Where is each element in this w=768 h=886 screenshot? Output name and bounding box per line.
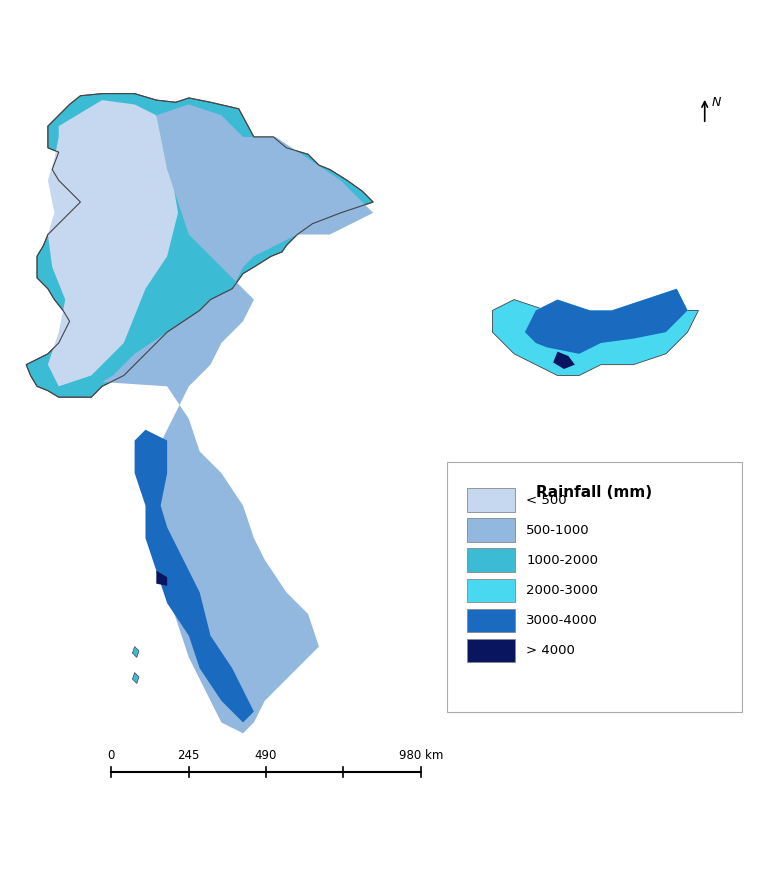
Text: 980 km: 980 km [399, 749, 443, 762]
Text: 0: 0 [108, 749, 115, 762]
Bar [467, 579, 515, 602]
Text: > 4000: > 4000 [526, 644, 575, 657]
Bar [467, 548, 515, 572]
Text: Rainfall (mm): Rainfall (mm) [536, 485, 652, 500]
Text: < 500: < 500 [526, 494, 567, 507]
Polygon shape [26, 94, 373, 397]
Polygon shape [132, 672, 139, 683]
Polygon shape [102, 105, 373, 734]
Bar [467, 609, 515, 633]
Text: 490: 490 [255, 749, 277, 762]
Text: 245: 245 [177, 749, 200, 762]
Text: 3000-4000: 3000-4000 [526, 614, 598, 627]
Text: 500-1000: 500-1000 [526, 524, 590, 537]
Polygon shape [553, 352, 574, 369]
Bar [467, 518, 515, 542]
Polygon shape [48, 100, 178, 386]
Text: N: N [712, 96, 721, 108]
Bar [467, 639, 515, 662]
Polygon shape [134, 430, 254, 722]
Text: 1000-2000: 1000-2000 [526, 554, 598, 567]
Polygon shape [157, 571, 167, 586]
Bar [467, 488, 515, 512]
Polygon shape [525, 289, 687, 354]
Polygon shape [525, 289, 687, 354]
FancyBboxPatch shape [447, 462, 742, 712]
Polygon shape [588, 647, 599, 664]
Polygon shape [492, 310, 536, 343]
Polygon shape [132, 647, 139, 657]
Polygon shape [492, 299, 698, 376]
Polygon shape [594, 690, 605, 707]
Text: 2000-3000: 2000-3000 [526, 584, 598, 597]
Polygon shape [584, 614, 597, 636]
